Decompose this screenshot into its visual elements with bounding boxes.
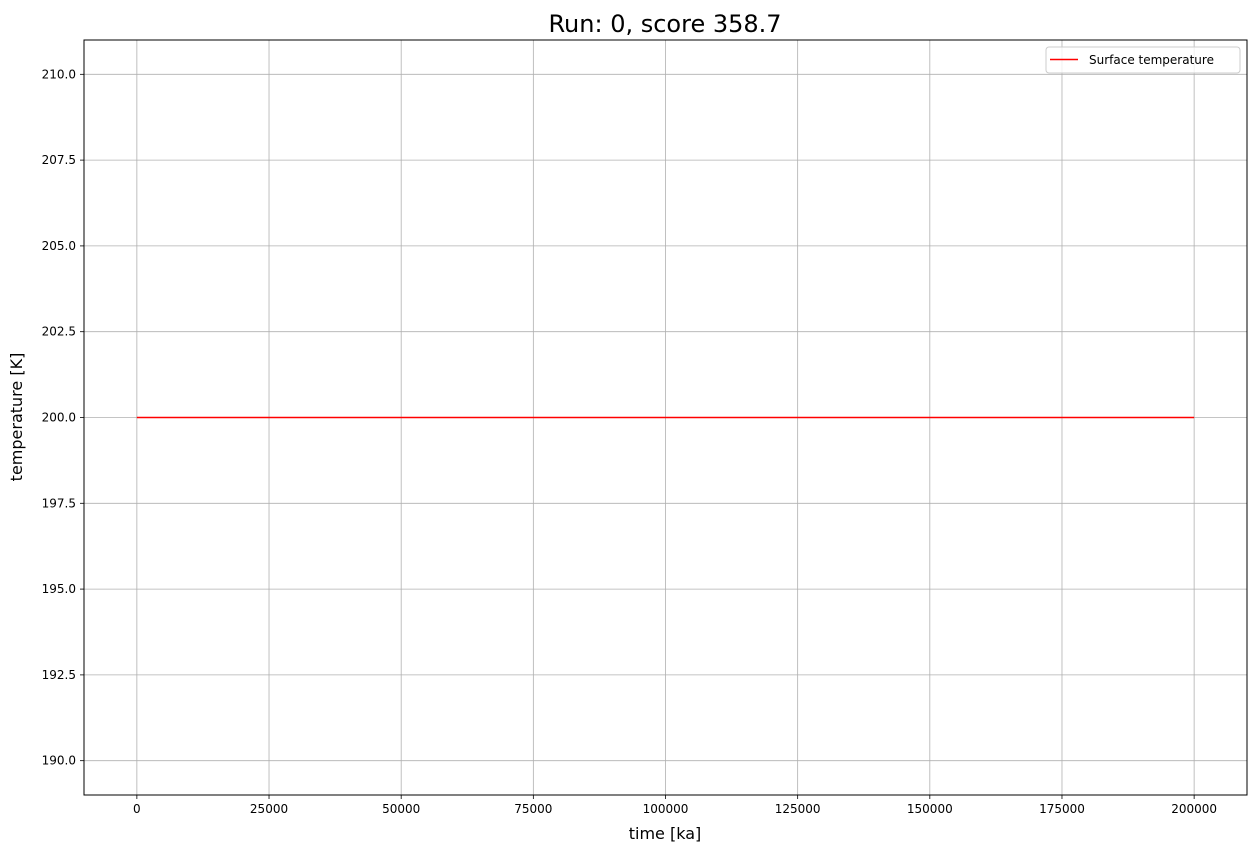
x-axis-label: time [ka] — [629, 824, 702, 843]
x-tick-label: 150000 — [907, 802, 953, 816]
y-axis: 190.0 192.5 195.0 197.5 200.0 202.5 205.0 207.5… — [42, 67, 84, 768]
y-tick-label: 200.0 — [42, 411, 76, 425]
legend-label: Surface temperature — [1089, 53, 1214, 67]
y-tick-label: 205.0 — [42, 239, 76, 253]
legend-box — [1045, 46, 1241, 74]
y-axis-label: temperature [K] — [7, 353, 26, 482]
chart-title: Run: 0, score 358.7 — [548, 10, 781, 38]
x-axis: 0 25000 50000 75000 100000 125000 150000 175000… — [133, 795, 1217, 816]
y-tick-label: 210.0 — [42, 67, 76, 81]
x-tick-label: 50000 — [382, 802, 420, 816]
x-tick-label: 100000 — [643, 802, 689, 816]
y-tick-label: 190.0 — [42, 754, 76, 768]
y-tick-label: 192.5 — [42, 668, 76, 682]
x-tick-label: 125000 — [775, 802, 821, 816]
x-tick-label: 175000 — [1039, 802, 1085, 816]
y-tick-label: 195.0 — [42, 582, 76, 596]
legend: Surface temperature — [1045, 46, 1241, 74]
y-tick-label: 202.5 — [42, 325, 76, 339]
y-tick-label: 207.5 — [42, 153, 76, 167]
x-tick-label: 75000 — [514, 802, 552, 816]
x-tick-label: 0 — [133, 802, 141, 816]
x-tick-label: 25000 — [250, 802, 288, 816]
y-tick-label: 197.5 — [42, 496, 76, 510]
x-tick-label: 200000 — [1171, 802, 1217, 816]
